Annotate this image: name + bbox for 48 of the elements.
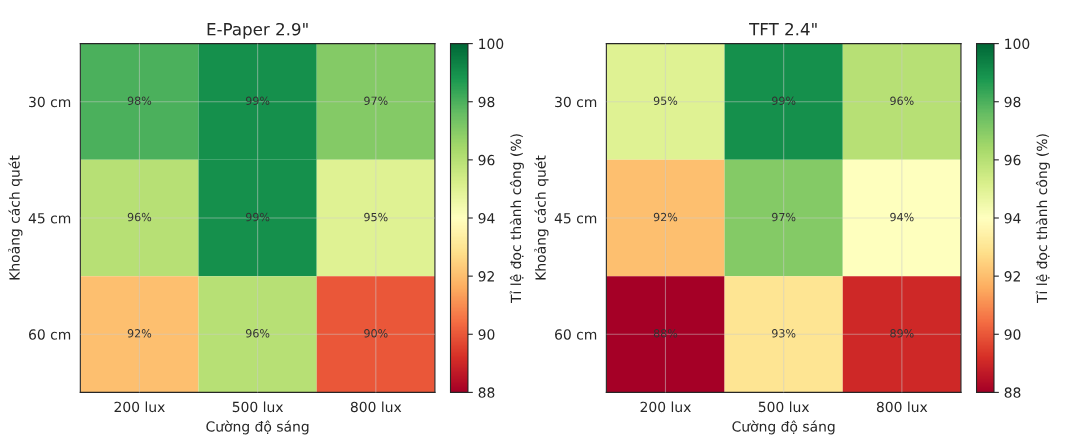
data-label: 98% <box>127 96 152 105</box>
chart-title: E-Paper 2.9" <box>207 22 308 39</box>
data-label: 95% <box>364 212 388 222</box>
color-bar-label: 92 <box>478 271 494 282</box>
data-label: 93% <box>772 329 796 338</box>
data-label: 97% <box>364 96 388 105</box>
y-tick-label: 45 cm <box>28 213 71 224</box>
data-label: 92% <box>127 329 152 338</box>
color-bar-label: 90 <box>478 329 495 340</box>
y-tick-label: 30 cm <box>29 96 71 108</box>
y-axis-title: Khoảng cách quét <box>534 155 549 280</box>
color-bar-label: 98 <box>478 96 495 108</box>
color-bar-label: 100 <box>1005 38 1030 50</box>
x-tick-label: 800 lux <box>876 401 928 413</box>
color-bar-label: 94 <box>1004 212 1021 224</box>
color-bar-label: 88 <box>478 387 495 398</box>
data-label: 90% <box>364 329 388 338</box>
y-axis-title: Khoảng cách quét <box>8 155 23 280</box>
y-tick-label: 60 cm <box>555 329 597 340</box>
x-tick-label: 200 lux <box>640 401 691 413</box>
x-tick-label: 500 lux <box>758 401 810 413</box>
data-label: 94% <box>890 212 914 222</box>
y-tick-label: 60 cm <box>29 329 71 340</box>
color-bar-label: 92 <box>1004 271 1020 282</box>
y-tick-label: 45 cm <box>554 213 597 224</box>
data-label: 89% <box>890 329 914 338</box>
x-axis-title: Cường độ sáng <box>732 420 835 435</box>
chart-title: TFT 2.4" <box>749 22 817 36</box>
color-bar-label: 100 <box>479 38 504 50</box>
color-bar-title: Tỉ lệ đọc thành công (%) <box>509 134 524 303</box>
color-bar-label: 90 <box>1004 329 1021 340</box>
color-bar-label: 96 <box>1004 154 1021 166</box>
data-label: 96% <box>890 96 914 105</box>
data-label: 95% <box>653 96 678 105</box>
data-label: 96% <box>127 212 152 222</box>
color-bar-label: 88 <box>1004 387 1021 398</box>
data-label: 96% <box>245 329 270 338</box>
color-bar-label: 94 <box>478 212 495 224</box>
x-tick-label: 800 lux <box>350 401 402 413</box>
color-bar-label: 96 <box>478 154 495 166</box>
data-label: 97% <box>772 212 796 222</box>
color-bar-label: 98 <box>1004 96 1021 108</box>
x-tick-label: 500 lux <box>232 401 284 413</box>
y-tick-label: 30 cm <box>555 96 597 108</box>
x-axis-title: Cường độ sáng <box>206 420 309 435</box>
color-bar-title: Tỉ lệ đọc thành công (%) <box>1035 134 1050 303</box>
data-label: 92% <box>653 212 678 222</box>
x-tick-label: 200 lux <box>114 401 165 413</box>
